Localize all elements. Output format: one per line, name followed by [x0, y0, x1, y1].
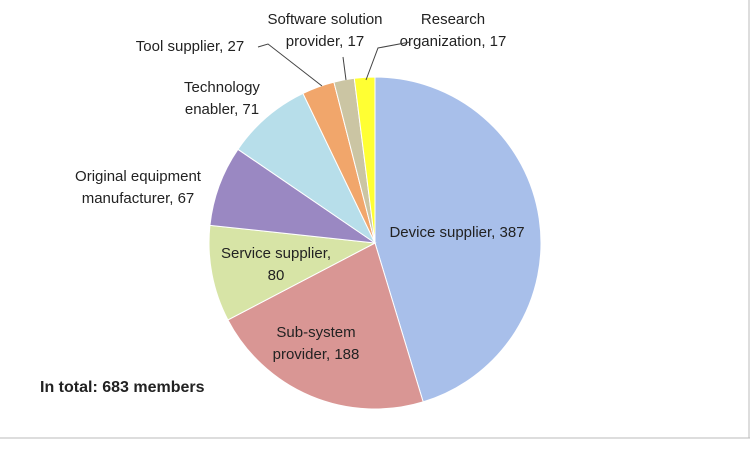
leader-line: [342, 56, 347, 81]
data-label: 80: [268, 267, 285, 284]
data-label: Sub-system: [276, 324, 355, 341]
leader-line: [257, 43, 323, 87]
data-label: organization, 17: [400, 33, 507, 50]
pie-slice: [374, 76, 542, 403]
data-label: enabler, 71: [185, 101, 259, 118]
annotation: In total: 683 members: [40, 379, 205, 396]
pie: [208, 76, 542, 410]
data-label: Technology: [184, 79, 260, 96]
pie-slice: [227, 242, 424, 410]
pie-slice: [208, 224, 377, 321]
data-label: provider, 188: [273, 346, 360, 363]
data-label: Research: [421, 11, 485, 28]
data-label: Service supplier,: [221, 245, 331, 262]
labels: Device supplier, 387 Sub-system provider, …: [75, 11, 525, 363]
data-label: Device supplier, 387: [389, 224, 524, 241]
data-label: Tool supplier, 27: [136, 38, 244, 55]
data-label: provider, 17: [286, 33, 364, 50]
data-label: Software solution: [267, 11, 382, 28]
data-label: Original equipment: [75, 168, 202, 185]
data-label: manufacturer, 67: [82, 190, 195, 207]
leader-line: [365, 41, 411, 81]
pie-slice: [237, 92, 377, 245]
pie-slice: [353, 76, 376, 244]
